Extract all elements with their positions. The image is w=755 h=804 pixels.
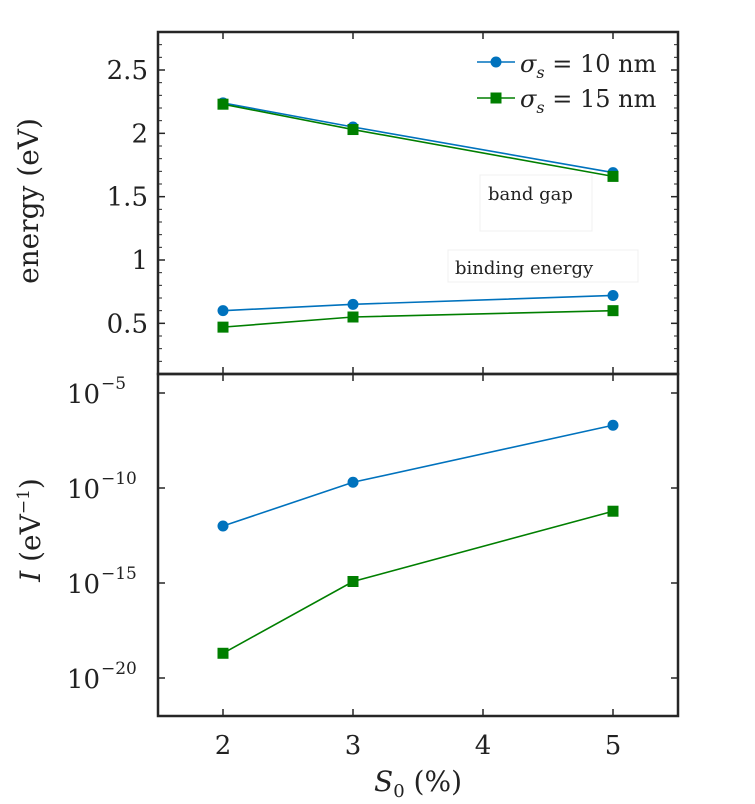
- x-tick-label: 4: [475, 731, 492, 761]
- y-tick-label-exponent: −10: [101, 469, 137, 489]
- top-y-axis-label: energy (eV): [12, 118, 45, 284]
- y-tick-label: 2: [131, 119, 148, 149]
- y-tick-label: 0.5: [107, 309, 148, 339]
- legend-label-series-1: σs = 10 nm: [520, 50, 657, 82]
- data-point: [347, 124, 359, 136]
- binding-energy-annotation: binding energy: [455, 258, 594, 279]
- data-point: [347, 298, 359, 310]
- data-point: [217, 647, 229, 659]
- data-point: [607, 289, 619, 301]
- y-tick-label-base: 10: [67, 475, 100, 505]
- y-tick-label-exponent: −5: [101, 374, 126, 394]
- y-tick-label-exponent: −15: [101, 564, 137, 584]
- data-point: [217, 305, 229, 317]
- data-point: [607, 305, 619, 317]
- x-tick-label: 5: [605, 731, 622, 761]
- data-point: [217, 321, 229, 333]
- top-series-markers: [217, 97, 619, 333]
- band-gap-annotation: band gap: [488, 184, 573, 205]
- data-point: [217, 520, 229, 532]
- legend-marker-series-1: [490, 56, 502, 68]
- top-y-ticks: 0.5 1 1.5 2 2.5: [107, 31, 678, 375]
- data-point: [217, 98, 229, 110]
- band-gap-annotation-box: [479, 174, 593, 232]
- legend-marker-series-2: [490, 92, 502, 104]
- x-tick-label: 3: [345, 731, 362, 761]
- top-panel: 0.5 1 1.5 2 2.5 band gap binding energy σs =…: [12, 31, 678, 375]
- y-tick-label-base: 10: [67, 570, 100, 600]
- bottom-series-markers: [217, 419, 619, 659]
- bottom-y-axis-label: I (eV−1): [14, 478, 47, 583]
- x-tick-label: 2: [215, 731, 232, 761]
- bottom-x-ticks: 2 3 4 5: [215, 374, 622, 761]
- y-tick-label: 1.5: [107, 183, 148, 213]
- x-axis-label: S0 (%): [374, 765, 462, 802]
- data-point: [347, 311, 359, 323]
- legend-label-series-2: σs = 15 nm: [520, 85, 657, 117]
- data-point: [347, 575, 359, 587]
- bottom-plot-frame: [156, 372, 680, 718]
- y-tick-label-base: 10: [67, 380, 100, 410]
- y-tick-label: 2.5: [107, 56, 148, 86]
- y-tick-label-base: 10: [67, 665, 100, 695]
- y-tick-label-exponent: −20: [101, 659, 137, 679]
- data-point: [347, 476, 359, 488]
- binding-energy-annotation-box: [447, 249, 639, 283]
- data-point: [607, 170, 619, 182]
- data-point: [607, 419, 619, 431]
- legend: σs = 10 nm σs = 15 nm: [477, 50, 657, 117]
- y-tick-label: 1: [131, 246, 148, 276]
- data-point: [607, 505, 619, 517]
